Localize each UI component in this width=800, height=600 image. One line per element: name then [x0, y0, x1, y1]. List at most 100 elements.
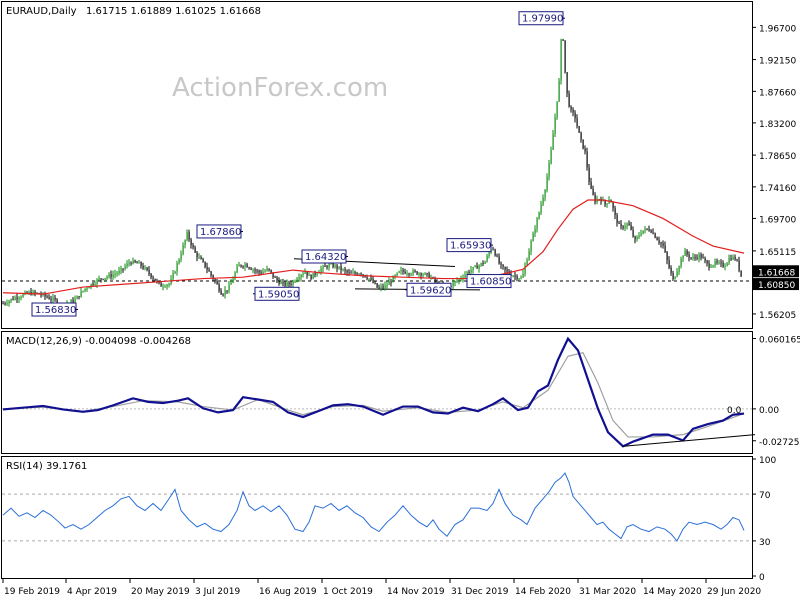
rsi-axis-label: 100 — [759, 456, 776, 466]
candle-body — [588, 167, 590, 182]
candle-body — [366, 277, 368, 279]
candle-body — [730, 258, 732, 260]
header-symbol: EURAUD,Daily — [6, 6, 77, 17]
candle-body — [248, 267, 250, 269]
candle-body — [294, 281, 296, 283]
watermark: ActionForex.com — [172, 73, 388, 103]
candle-body — [240, 264, 242, 267]
candle-body — [264, 270, 266, 272]
candle-body — [180, 254, 182, 260]
candle-body — [552, 134, 554, 150]
candle-body — [624, 226, 626, 228]
candle-body — [496, 255, 498, 257]
candle-body — [262, 271, 264, 274]
candle-body — [702, 257, 704, 259]
rsi-panel — [1, 456, 753, 579]
candle-body — [210, 271, 212, 276]
candle-body — [384, 285, 386, 288]
candle-body — [344, 269, 346, 271]
date-axis-label: 29 Jun 2020 — [707, 587, 761, 597]
level-label-box — [196, 224, 242, 239]
candle-body — [524, 265, 526, 274]
candle-body — [170, 279, 172, 284]
candle-body — [100, 278, 102, 280]
level-label-box — [254, 286, 300, 301]
candle-body — [404, 271, 406, 274]
candle-body — [122, 268, 124, 270]
date-axis-label: 16 Aug 2019 — [259, 587, 317, 597]
candle-body — [174, 271, 176, 274]
candle-body — [310, 275, 312, 280]
level-label: 1.59050 — [258, 289, 299, 300]
candle-body — [544, 190, 546, 198]
price-axis-label: 1.96700 — [759, 24, 796, 34]
macd-axis-label: -0.02725 — [759, 438, 799, 448]
macd-title: MACD(12,26,9) -0.004098 -0.004268 — [6, 336, 191, 347]
candle-body — [570, 106, 572, 110]
candle-body — [538, 212, 540, 219]
candle-body — [386, 284, 388, 286]
candle-body — [342, 269, 344, 271]
candle-body — [82, 290, 84, 292]
candle-body — [372, 278, 374, 283]
candle-body — [650, 230, 652, 233]
candle-body — [486, 256, 488, 262]
candle-body — [26, 292, 28, 294]
candle-body — [10, 298, 12, 301]
candle-body — [112, 274, 114, 277]
candle-body — [632, 229, 634, 237]
candle-body — [94, 283, 96, 285]
level-label: 1.59620 — [410, 285, 451, 296]
candle-body — [70, 300, 72, 303]
candle-body — [160, 282, 162, 287]
candle-body — [92, 284, 94, 286]
candle-body — [498, 256, 500, 264]
candle-body — [592, 188, 594, 195]
candle-body — [648, 229, 650, 231]
candle-body — [612, 202, 614, 209]
macd-layer — [2, 336, 756, 448]
candle-body — [394, 275, 396, 277]
candle-body — [554, 117, 556, 135]
candle-body — [652, 232, 654, 234]
candle-body — [196, 252, 198, 258]
candle-body — [400, 270, 402, 272]
candle-body — [166, 284, 168, 287]
candle-body — [148, 269, 150, 274]
candle-body — [48, 297, 50, 300]
candle-body — [478, 265, 480, 269]
candle-body — [46, 296, 48, 298]
candle-body — [244, 264, 246, 267]
candle-body — [680, 258, 682, 267]
candle-body — [142, 265, 144, 269]
candle-body — [382, 286, 384, 288]
candle-body — [32, 291, 34, 295]
candle-body — [464, 274, 466, 278]
rsi-line — [2, 472, 745, 542]
level-label-box — [466, 274, 512, 289]
candle-body — [186, 232, 188, 240]
candle-body — [320, 268, 322, 272]
candle-body — [506, 269, 508, 272]
level-label-box — [518, 11, 564, 26]
candle-body — [512, 275, 514, 277]
candle-body — [358, 273, 360, 275]
date-axis-label: 3 Jul 2019 — [195, 587, 240, 597]
candle-body — [246, 264, 248, 268]
candle-body — [126, 263, 128, 267]
candle-body — [664, 245, 666, 252]
candle-body — [322, 265, 324, 269]
candle-body — [736, 259, 738, 261]
date-axis-label: 4 Apr 2019 — [67, 587, 117, 597]
candle-body — [584, 148, 586, 152]
candle-body — [306, 271, 308, 276]
candle-body — [720, 262, 722, 264]
candle-body — [686, 250, 688, 255]
candle-body — [468, 271, 470, 273]
candle-body — [422, 274, 424, 276]
candle-body — [304, 271, 306, 274]
candle-body — [12, 298, 14, 300]
candle-body — [406, 273, 408, 275]
candle-body — [740, 270, 742, 277]
candle-body — [562, 39, 564, 41]
